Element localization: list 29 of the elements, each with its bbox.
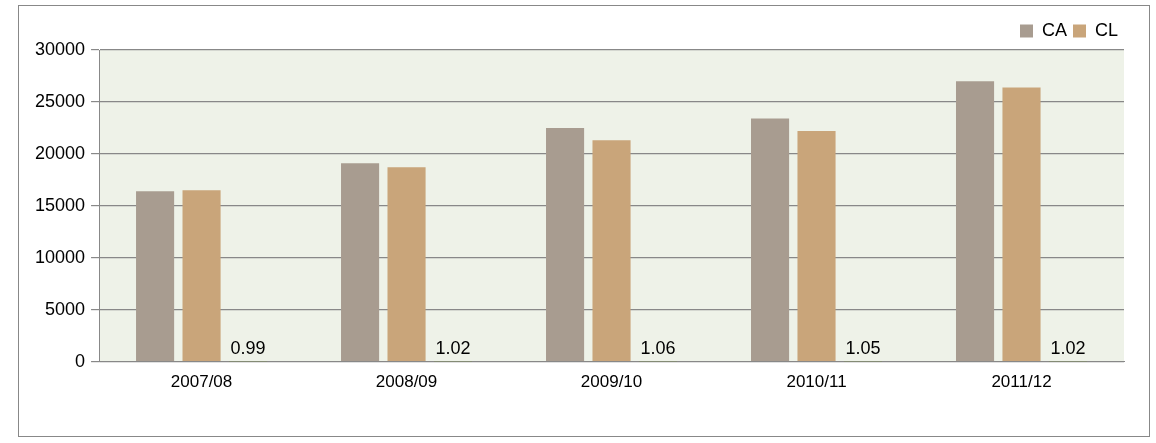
legend-label: CL — [1094, 19, 1119, 40]
bar — [751, 118, 790, 361]
y-tick-label: 20000 — [34, 142, 86, 163]
y-tick-label: 10000 — [34, 246, 86, 267]
y-tick-label: 30000 — [34, 38, 86, 59]
bar — [955, 81, 995, 361]
bar — [1002, 87, 1041, 361]
x-tick-label: 2011/12 — [991, 372, 1052, 392]
data-label: 0.99 — [230, 337, 266, 358]
data-label: 1.06 — [640, 337, 676, 358]
bar — [182, 190, 221, 361]
legend-label: CA — [1041, 19, 1067, 40]
bar — [136, 191, 175, 361]
bar — [797, 131, 836, 361]
data-label: 1.02 — [1050, 337, 1086, 358]
y-tick-label: 25000 — [34, 90, 86, 111]
data-label: 1.05 — [845, 337, 881, 358]
y-tick-label: 5000 — [45, 298, 86, 319]
y-tick-label: 0 — [75, 350, 86, 371]
x-tick-label: 2008/09 — [375, 372, 438, 392]
bar — [546, 127, 585, 361]
x-tick-label: 2010/11 — [786, 372, 847, 392]
bar — [387, 167, 426, 361]
y-tick-label: 15000 — [34, 194, 86, 215]
bar — [341, 163, 380, 361]
x-tick-label: 2007/08 — [170, 372, 233, 392]
data-label: 1.02 — [435, 337, 471, 358]
x-tick-label: 2009/10 — [580, 372, 643, 392]
bar — [592, 140, 631, 361]
